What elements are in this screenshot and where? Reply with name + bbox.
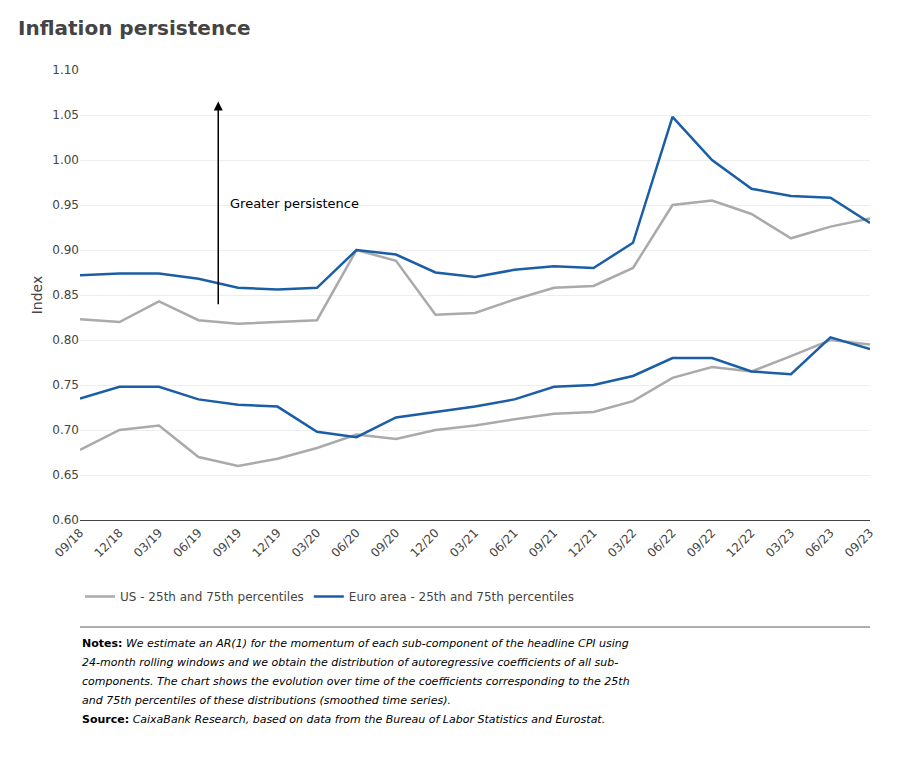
svg-text:06/22: 06/22 (645, 526, 679, 560)
svg-text:US - 25th and 75th percentiles: US - 25th and 75th percentiles (120, 590, 304, 604)
svg-text:24-month rolling windows and w: 24-month rolling windows and we obtain t… (82, 656, 618, 669)
svg-text:09/23: 09/23 (842, 526, 876, 560)
svg-text:1.10: 1.10 (52, 63, 79, 77)
svg-text:09/19: 09/19 (210, 526, 244, 560)
svg-text:03/19: 03/19 (131, 526, 165, 560)
svg-text:12/22: 12/22 (724, 526, 758, 560)
svg-text:06/23: 06/23 (803, 526, 837, 560)
svg-text:Euro area - 25th and 75th perc: Euro area - 25th and 75th percentiles (349, 590, 574, 604)
svg-text:09/22: 09/22 (684, 526, 718, 560)
svg-text:03/23: 03/23 (763, 526, 797, 560)
svg-text:12/18: 12/18 (92, 526, 126, 560)
svg-text:0.85: 0.85 (52, 288, 79, 302)
svg-text:0.90: 0.90 (52, 243, 79, 257)
svg-text:0.70: 0.70 (52, 423, 79, 437)
svg-text:1.05: 1.05 (52, 108, 79, 122)
svg-text:06/19: 06/19 (171, 526, 205, 560)
svg-text:Greater persistence: Greater persistence (230, 196, 359, 211)
svg-text:09/20: 09/20 (368, 526, 402, 560)
svg-text:Notes: We estimate an AR(1) fo: Notes: We estimate an AR(1) for the mome… (82, 637, 629, 650)
svg-text:0.75: 0.75 (52, 378, 79, 392)
svg-text:12/20: 12/20 (408, 526, 442, 560)
svg-text:0.60: 0.60 (52, 513, 79, 527)
svg-text:06/20: 06/20 (329, 526, 363, 560)
svg-text:0.65: 0.65 (52, 468, 79, 482)
svg-text:0.80: 0.80 (52, 333, 79, 347)
svg-text:12/21: 12/21 (566, 526, 600, 560)
svg-text:Index: Index (29, 276, 45, 315)
svg-text:and 75th percentiles of these: and 75th percentiles of these distributi… (82, 694, 451, 707)
svg-text:Inflation persistence: Inflation persistence (18, 16, 251, 40)
svg-text:03/20: 03/20 (289, 526, 323, 560)
svg-text:03/22: 03/22 (605, 526, 639, 560)
svg-text:09/21: 09/21 (526, 526, 560, 560)
svg-text:03/21: 03/21 (447, 526, 481, 560)
svg-text:Source: CaixaBank Research, ba: Source: CaixaBank Research, based on dat… (82, 713, 605, 726)
svg-text:06/21: 06/21 (487, 526, 521, 560)
svg-text:components. The chart shows th: components. The chart shows the evolutio… (82, 675, 630, 688)
svg-text:1.00: 1.00 (52, 153, 79, 167)
svg-text:09/18: 09/18 (52, 526, 86, 560)
svg-text:0.95: 0.95 (52, 198, 79, 212)
svg-text:12/19: 12/19 (250, 526, 284, 560)
